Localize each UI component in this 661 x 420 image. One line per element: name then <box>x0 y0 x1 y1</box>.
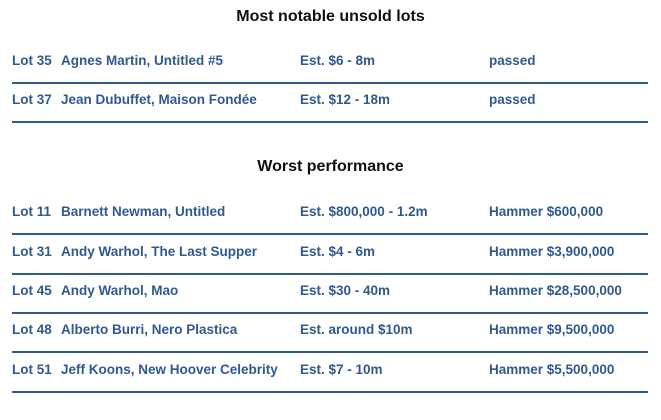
estimate: Est. $800,000 - 1.2m <box>300 204 428 219</box>
result: passed <box>489 92 536 107</box>
artwork-title: Alberto Burri, Nero Plastica <box>61 322 238 337</box>
result: Hammer $5,500,000 <box>489 362 615 377</box>
result: Hammer $9,500,000 <box>489 322 615 337</box>
artwork-title: Jean Dubuffet, Maison Fondée <box>61 92 257 107</box>
lot-number: Lot 31 <box>12 244 52 259</box>
result: passed <box>489 53 536 68</box>
lot-number: Lot 45 <box>12 283 52 298</box>
result: Hammer $3,900,000 <box>489 244 615 259</box>
artwork-title: Andy Warhol, The Last Supper <box>61 244 258 259</box>
result: Hammer $600,000 <box>489 204 604 219</box>
estimate: Est. $30 - 40m <box>300 283 391 298</box>
lot-number: Lot 37 <box>12 92 52 107</box>
worst-lot-row: Lot 48 Alberto Burri, Nero Plastica Est.… <box>12 312 648 353</box>
estimate: Est. $6 - 8m <box>300 53 376 68</box>
worst-section-title: Worst performance <box>257 158 404 175</box>
artwork-title: Agnes Martin, Untitled #5 <box>61 53 224 68</box>
worst-lot-row: Lot 51 Jeff Koons, New Hoover Celebrity … <box>12 352 648 393</box>
lot-number: Lot 48 <box>12 322 52 337</box>
estimate: Est. $12 - 18m <box>300 92 391 107</box>
artwork-title: Barnett Newman, Untitled <box>61 204 226 219</box>
lot-number: Lot 35 <box>12 53 52 68</box>
lot-number: Lot 11 <box>12 204 52 219</box>
unsold-section-title: Most notable unsold lots <box>236 8 425 25</box>
worst-lot-row: Lot 45 Andy Warhol, Mao Est. $30 - 40m H… <box>12 273 648 314</box>
estimate: Est. around $10m <box>300 322 413 337</box>
artwork-title: Jeff Koons, New Hoover Celebrity <box>61 362 278 377</box>
estimate: Est. $4 - 6m <box>300 244 376 259</box>
result: Hammer $28,500,000 <box>489 283 622 298</box>
artwork-title: Andy Warhol, Mao <box>61 283 179 298</box>
worst-lot-row: Lot 11 Barnett Newman, Untitled Est. $80… <box>12 194 648 235</box>
estimate: Est. $7 - 10m <box>300 362 383 377</box>
worst-lot-row: Lot 31 Andy Warhol, The Last Supper Est.… <box>12 234 648 275</box>
lot-number: Lot 51 <box>12 362 52 377</box>
unsold-lot-row: Lot 35 Agnes Martin, Untitled #5 Est. $6… <box>12 43 648 84</box>
unsold-lot-row: Lot 37 Jean Dubuffet, Maison Fondée Est.… <box>12 82 648 123</box>
